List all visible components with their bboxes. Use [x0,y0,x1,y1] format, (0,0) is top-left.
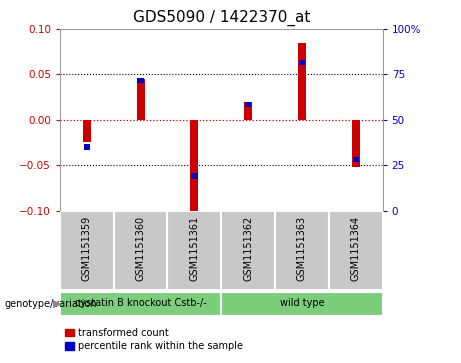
Bar [352,120,360,167]
Bar [329,211,383,290]
Bar [114,211,167,290]
Bar [191,174,198,179]
Text: GSM1151361: GSM1151361 [189,216,200,281]
Bar [167,211,221,290]
Bar [83,144,90,150]
Text: cystatin B knockout Cstb-/-: cystatin B knockout Cstb-/- [75,298,207,309]
Text: GSM1151364: GSM1151364 [351,216,361,281]
Legend: transformed count, percentile rank within the sample: transformed count, percentile rank withi… [65,328,243,351]
Bar [83,120,91,143]
Bar [60,292,221,316]
Title: GDS5090 / 1422370_at: GDS5090 / 1422370_at [133,10,310,26]
Bar [60,211,114,290]
Bar [137,78,144,83]
Bar [190,120,198,211]
Bar [221,211,275,290]
Bar [275,211,329,290]
Text: wild type: wild type [280,298,324,309]
Bar [353,157,359,163]
Text: GSM1151359: GSM1151359 [82,216,92,281]
Bar [299,60,305,65]
Text: GSM1151363: GSM1151363 [297,216,307,281]
Bar [136,79,145,120]
Bar [245,102,251,107]
Bar [298,43,306,120]
Text: genotype/variation: genotype/variation [5,299,97,309]
Text: ▶: ▶ [53,299,62,309]
Bar [244,102,252,120]
Text: GSM1151360: GSM1151360 [136,216,146,281]
Text: GSM1151362: GSM1151362 [243,216,253,281]
Bar [221,292,383,316]
